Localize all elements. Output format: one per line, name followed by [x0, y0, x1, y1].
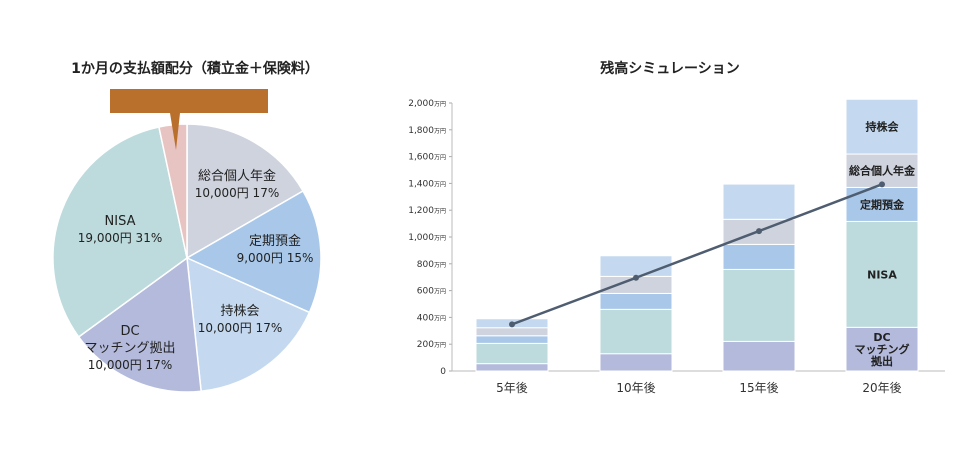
bar-segment: [475, 342, 549, 365]
pie-title: 1か月の支払額配分（積立金＋保険料）: [71, 60, 319, 77]
bar-series-label: NISA: [867, 268, 897, 281]
bar-series-label: 拠出: [871, 354, 893, 368]
pie-slice-label: 持株会: [220, 304, 259, 319]
pie-slice-label: DC: [120, 324, 139, 339]
pie-slice: [185, 189, 322, 314]
y-tick-label: 400万円: [417, 313, 446, 323]
y-tick-label: 1,400万円: [408, 179, 446, 189]
savings-point: [879, 181, 885, 188]
savings-line: [511, 183, 883, 326]
y-tick-label: 0: [440, 367, 446, 377]
x-tick-label: 10年後: [616, 381, 655, 395]
pie-slice-value: 10,000円 17%: [195, 186, 279, 200]
bar-segment: [722, 243, 796, 270]
bar-segment: [722, 340, 796, 372]
savings-point: [509, 321, 515, 328]
bar-segment: [475, 327, 549, 337]
y-tick-label: 1,000万円: [408, 233, 446, 243]
y-tick-label: 1,800万円: [408, 126, 446, 136]
pie-slice-label: 定期預金: [249, 233, 301, 249]
bar-series-label: 持株会: [866, 120, 900, 134]
pie-slice-value: 10,000円 17%: [88, 358, 172, 372]
bar-series-label: DC: [873, 331, 890, 344]
bar-title: 残高シミュレーション: [600, 60, 739, 77]
bar-segment: [845, 98, 919, 155]
bar-series-label: マッチング: [855, 342, 910, 356]
bar-segment: [599, 353, 673, 372]
x-tick-label: 15年後: [739, 381, 778, 395]
savings-point: [633, 274, 639, 281]
bar-segment: [475, 363, 549, 372]
bar-segment: [599, 292, 673, 310]
y-tick-label: 600万円: [417, 287, 446, 297]
bar-series-label: 総合個人年金: [849, 164, 916, 178]
y-tick-label: 1,200万円: [408, 206, 446, 216]
pie-slice: [186, 123, 305, 260]
pie-slice-value: 9,000円 15%: [237, 251, 314, 265]
y-tick-label: 200万円: [417, 340, 446, 350]
pie-slice: [52, 126, 188, 338]
pie-slice-value: 10,000円 17%: [198, 321, 282, 335]
bar-segment: [722, 268, 796, 342]
bar-segment: [722, 183, 796, 220]
pie-slice: [77, 256, 202, 393]
y-tick-label: 2,000万円: [408, 99, 446, 109]
insurance-callout: [110, 89, 268, 150]
x-tick-label: 5年後: [496, 381, 528, 395]
bar-series-label: 定期預金: [860, 197, 905, 211]
savings-point: [756, 228, 762, 235]
y-tick-label: 800万円: [417, 260, 446, 270]
pie-slice-label: NISA: [105, 214, 136, 229]
x-tick-label: 20年後: [862, 381, 901, 395]
pie-chart: 総合個人年金 10,000円 17% 定期預金 9,000円 15% 持株会 10,000…: [52, 89, 322, 393]
pie-slice-label: マッチング拠出: [84, 341, 175, 356]
bar-segment: [845, 326, 919, 372]
pie-slice: [186, 256, 311, 393]
y-tick-label: 1,600万円: [408, 153, 446, 163]
bar-segment: [475, 335, 549, 344]
pie-slice-label: 総合個人年金: [198, 168, 276, 184]
bar-chart: 0 200万円 400万円 600万円 800万円 1,000万円 1,200万円 1,400…: [408, 98, 945, 395]
bar-segment: [599, 255, 673, 277]
bar-segment: [599, 308, 673, 355]
pie-slice-value: 19,000円 31%: [78, 231, 162, 245]
